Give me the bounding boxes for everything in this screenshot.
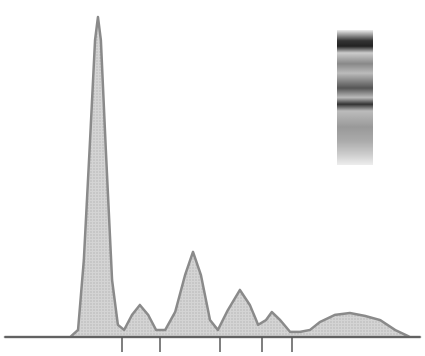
- page: {"chart_data": {"type": "area", "x": [0,…: [0, 0, 425, 356]
- chart: [0, 0, 425, 356]
- gel-lane: [337, 30, 373, 165]
- tick-marks: [122, 337, 292, 352]
